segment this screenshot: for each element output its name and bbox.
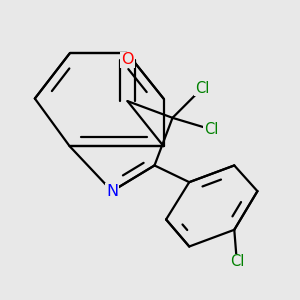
Text: Cl: Cl <box>195 81 209 96</box>
Text: N: N <box>106 184 118 199</box>
Text: Cl: Cl <box>204 122 218 137</box>
Text: O: O <box>121 52 134 68</box>
Text: Cl: Cl <box>230 254 244 269</box>
